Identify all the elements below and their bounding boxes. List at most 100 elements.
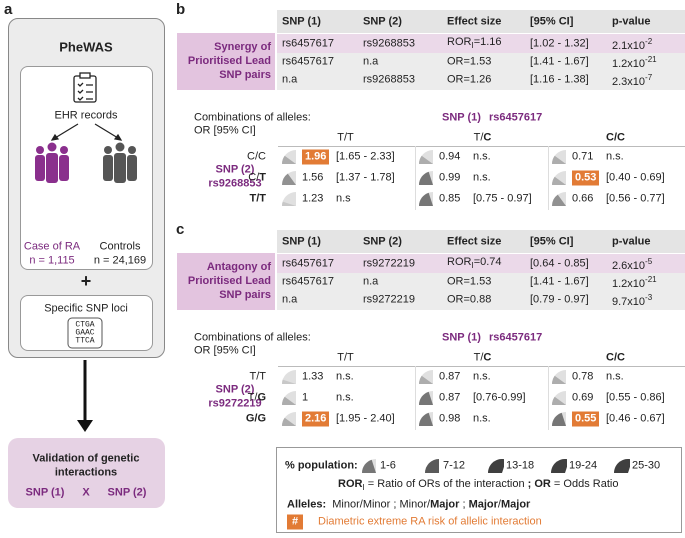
arrows (50, 123, 123, 141)
separator (278, 146, 685, 147)
text-part: 1.2x10 (612, 277, 646, 290)
confidence-interval: n.s. (473, 370, 491, 383)
text-part: -21 (645, 275, 657, 285)
confidence-interval: n.s. (473, 150, 491, 163)
text-part: = Ratio of ORs of the interaction (364, 477, 528, 490)
group-label-bg (177, 33, 275, 90)
odds-ratio: 0.94 (439, 150, 461, 163)
text-part: 2.1x10 (612, 39, 646, 52)
population-icon (552, 150, 566, 164)
table-cell: n.a (363, 275, 379, 288)
text-part: ROR (447, 255, 472, 268)
validation-x: X (82, 486, 90, 499)
case-label: Case of RA (23, 240, 81, 253)
population-icon (419, 412, 433, 426)
combos-title: OR [95% CI] (194, 344, 256, 357)
confidence-interval: [1.37 - 1.78] (336, 171, 395, 184)
population-icon (282, 370, 296, 384)
text-part: -21 (645, 55, 657, 65)
column-header: T/C (474, 132, 492, 145)
text-part: G/G (245, 412, 266, 425)
combos-title: Combinations of alleles: (194, 111, 311, 124)
population-icon (419, 391, 433, 405)
confidence-interval: [0.46 - 0.67] (606, 412, 665, 425)
odds-ratio: 0.69 (572, 391, 594, 404)
text-part: / (497, 498, 501, 511)
text-part: Minor/Minor ; Minor/ (326, 498, 431, 511)
table-cell: 1.2x10-21 (612, 53, 657, 71)
loci-label: Specific SNP loci (44, 302, 128, 315)
table-header: SNP (2) (363, 15, 402, 28)
controls-label: Controls (99, 240, 141, 253)
table-cell: rs6457617 (282, 275, 334, 288)
population-icon (552, 391, 566, 405)
population-icon (552, 171, 566, 185)
phewas-title: PheWAS (59, 39, 113, 55)
population-icon (419, 171, 433, 185)
table-cell: 1.2x10-21 (612, 273, 657, 291)
legend-alleles: Alleles: Minor/Minor ; Minor/Major ; Maj… (287, 499, 530, 512)
text-part: Major (468, 498, 498, 511)
case-people-icon (35, 142, 69, 183)
confidence-interval: [0.56 - 0.77] (606, 192, 665, 205)
text-part: 2.3x10 (612, 75, 646, 88)
group-label: Antagony of Prioritised Lead SNP pairs (187, 261, 271, 301)
snp1-label: SNP (1) (442, 331, 481, 344)
table-cell: 2.6x10-5 (612, 255, 652, 273)
confidence-interval: [1.65 - 2.33] (336, 150, 395, 163)
validation-title: interactions (54, 466, 118, 479)
dna-seq: CTGA (75, 320, 95, 330)
table-cell: rs9268853 (363, 37, 415, 50)
text-part: I (362, 483, 365, 493)
group-label: Synergy of Prioritised Lead SNP pairs (187, 41, 271, 81)
odds-ratio: 0.98 (439, 412, 461, 425)
table-header: p-value (612, 235, 651, 248)
row-label: T/G (248, 392, 266, 405)
snp2-id: rs9272219 (208, 397, 262, 410)
table-cell: rs9268853 (363, 73, 415, 86)
table-cell: OR=1.53 (447, 55, 492, 68)
text-part: T/ (473, 131, 484, 144)
text-part: ROR (338, 477, 363, 490)
text-part: G (257, 391, 266, 404)
table-header-bg (277, 230, 685, 253)
table-cell: [0.79 - 0.97] (530, 293, 589, 306)
validation-box (8, 438, 165, 508)
column-header: T/T (337, 351, 354, 364)
table-cell: OR=1.26 (447, 73, 492, 86)
text-part: C (483, 351, 492, 364)
table-header: p-value (612, 15, 651, 28)
panel-a-icons (35, 72, 137, 432)
text-part: C/ (248, 171, 260, 184)
odds-ratio: 0.85 (439, 192, 461, 205)
text-part: -2 (645, 37, 653, 47)
validation-title: Validation of genetic (32, 452, 140, 465)
case-n: n = 1,115 (29, 254, 75, 267)
legend-marker-text: Diametric extreme RA risk of allelic int… (318, 515, 542, 528)
table-header-bg (277, 10, 685, 33)
table-header: [95% CI] (530, 15, 574, 28)
confidence-interval: [0.75 - 0.97] (473, 192, 532, 205)
control-people-icon (103, 142, 137, 183)
text-part: C/C (606, 351, 625, 364)
table-cell: [1.41 - 1.67] (530, 55, 589, 68)
text-part: =1.16 (473, 35, 502, 48)
text-part: Major (430, 498, 460, 511)
confidence-interval: [0.76-0.99] (473, 391, 526, 404)
legend-class: 25-30 (632, 459, 661, 472)
population-icon (419, 150, 433, 164)
table-header: Effect size (447, 15, 502, 28)
table-cell: [0.64 - 0.85] (530, 257, 589, 270)
text-part: I (471, 261, 474, 271)
group-label-bg (177, 253, 275, 310)
clipboard-icon (73, 72, 97, 103)
text-part: Major (500, 498, 531, 511)
text-part: 9.7x10 (612, 295, 646, 308)
confidence-interval: n.s. (606, 370, 624, 383)
separator (548, 146, 549, 210)
confidence-interval: n.s. (606, 150, 624, 163)
population-icon (552, 192, 566, 206)
dna-seq: GAAC (75, 328, 95, 338)
legend-marker: # (287, 514, 304, 530)
legend-class: 13-18 (506, 459, 535, 472)
